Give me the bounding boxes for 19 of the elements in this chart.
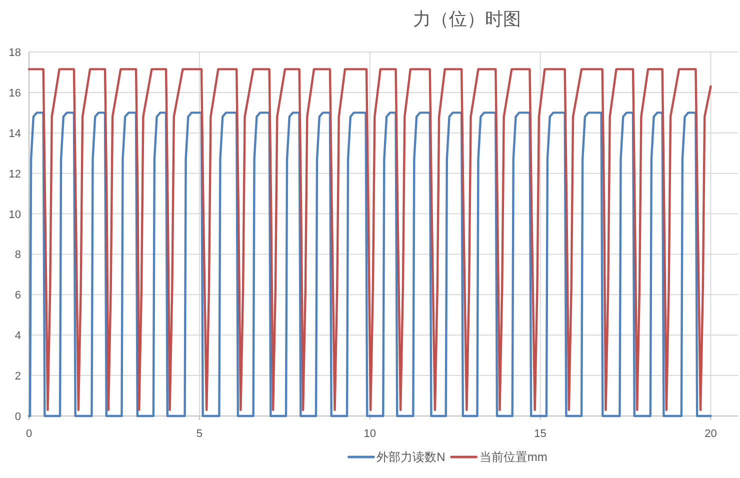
y-tick-label: 16	[8, 87, 21, 100]
chart-title: 力（位）时图	[413, 9, 521, 29]
x-tick-label: 0	[26, 428, 32, 440]
y-tick-label: 4	[14, 330, 21, 342]
y-tick-label: 8	[14, 249, 21, 262]
y-tick-label: 14	[8, 128, 21, 140]
y-tick-label: 2	[14, 370, 21, 383]
legend-label: 当前位置mm	[479, 450, 548, 464]
y-tick-label: 18	[8, 47, 21, 59]
x-tick-label: 5	[196, 428, 202, 440]
legend: 外部力读数N 当前位置mm	[347, 450, 548, 464]
x-tick-label: 10	[364, 428, 376, 440]
x-tick-label: 15	[534, 428, 546, 440]
y-tick-label: 0	[14, 411, 21, 423]
y-tick-label: 10	[8, 208, 21, 221]
y-tick-label: 6	[14, 290, 21, 302]
x-tick-label: 20	[704, 428, 717, 440]
y-tick-label: 12	[8, 168, 21, 180]
legend-label: 外部力读数N	[376, 450, 446, 464]
